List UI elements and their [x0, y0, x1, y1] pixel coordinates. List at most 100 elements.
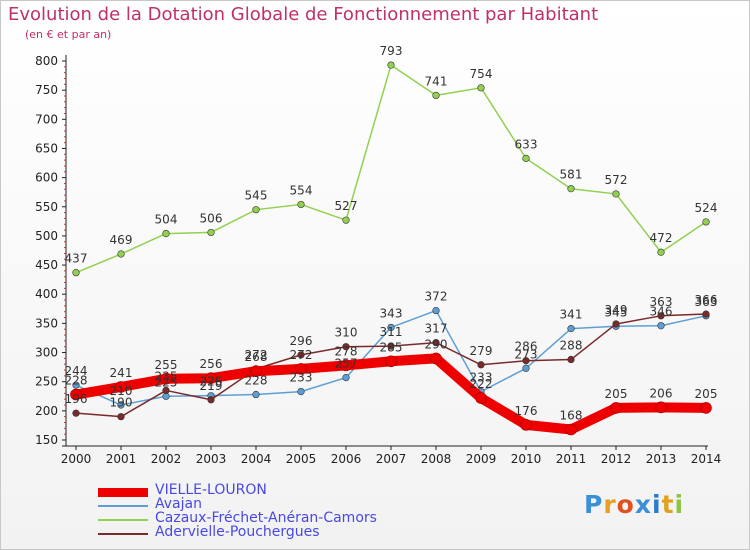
x-tick-label: 2007: [376, 452, 407, 466]
data-label: 272: [290, 348, 313, 362]
data-label: 272: [245, 348, 268, 362]
series-line: [75, 64, 707, 274]
data-point: [387, 61, 395, 69]
data-point: [567, 185, 575, 193]
data-point: [432, 306, 440, 315]
legend-label: Cazaux-Fréchet-Anéran-Camors: [155, 510, 377, 526]
data-label: 241: [110, 366, 133, 380]
data-label: 257: [335, 357, 358, 371]
data-point: [567, 325, 575, 333]
data-label: 285: [380, 340, 403, 354]
data-label: 754: [470, 67, 493, 81]
data-label: 343: [380, 306, 403, 320]
x-tick-label: 2000: [61, 452, 92, 466]
data-label: 268: [245, 350, 268, 364]
data-point: [657, 248, 665, 256]
data-label: 228: [65, 374, 88, 388]
data-label: 741: [425, 74, 448, 88]
data-label: 235: [155, 369, 178, 383]
data-point: [295, 363, 307, 375]
y-tick-label: 300: [35, 346, 58, 360]
data-label: 278: [335, 344, 358, 358]
legend-swatch: [98, 487, 148, 497]
legend-label: Avajan: [155, 496, 202, 512]
data-point: [387, 342, 395, 350]
y-tick-label: 550: [35, 200, 58, 214]
data-point: [610, 402, 622, 414]
data-point: [297, 200, 305, 209]
data-label: 225: [155, 375, 178, 389]
x-tick-label: 2006: [331, 452, 362, 466]
data-label: 273: [515, 347, 538, 361]
data-point: [522, 357, 530, 365]
data-label: 233: [290, 371, 313, 385]
legend-label: VIELLE-LOURON: [155, 482, 267, 498]
data-label: 341: [560, 308, 583, 322]
data-label: 363: [695, 295, 718, 309]
x-tick-label: 2013: [646, 452, 677, 466]
data-label: 256: [200, 357, 223, 371]
data-label: 349: [605, 303, 628, 317]
data-label: 286: [515, 340, 538, 354]
data-label: 793: [380, 44, 403, 58]
data-label: 205: [695, 387, 718, 401]
data-point: [117, 401, 125, 409]
data-label: 581: [560, 168, 583, 182]
x-tick-label: 2009: [466, 452, 497, 466]
x-tick-label: 2014: [691, 452, 722, 466]
data-label: 190: [110, 396, 133, 410]
data-label: 226: [200, 375, 223, 389]
data-point: [117, 250, 125, 258]
data-label: 372: [425, 290, 448, 304]
data-point: [297, 388, 305, 396]
data-label: 437: [65, 252, 88, 266]
data-label: 317: [425, 322, 448, 336]
data-point: [162, 229, 170, 238]
x-tick-label: 2012: [601, 452, 632, 466]
data-label: 288: [560, 339, 583, 353]
y-tick-label: 150: [35, 433, 58, 447]
data-point: [340, 359, 352, 372]
y-tick-label: 600: [35, 171, 58, 185]
data-point: [655, 401, 667, 414]
data-point: [72, 409, 80, 417]
legend-swatch: [98, 533, 148, 535]
chart-subtitle: (en € et par an): [25, 28, 112, 41]
data-label: 346: [650, 305, 673, 319]
data-label: 311: [380, 325, 403, 339]
data-label: 244: [65, 364, 88, 378]
data-label: 472: [650, 231, 673, 245]
data-point: [612, 190, 620, 198]
data-point: [162, 386, 170, 395]
data-label: 296: [290, 334, 313, 348]
data-point: [72, 269, 80, 277]
y-tick-label: 450: [35, 258, 58, 272]
data-point: [250, 365, 262, 377]
data-point: [432, 339, 440, 347]
legend-label: Adervielle-Pouchergues: [155, 524, 320, 540]
x-tick-label: 2001: [106, 452, 137, 466]
x-tick-label: 2004: [241, 452, 272, 466]
data-point: [207, 228, 215, 237]
data-point: [520, 419, 532, 431]
proxiti-logo: Proxiti: [584, 490, 685, 519]
data-point: [115, 381, 127, 393]
data-label: 279: [470, 344, 493, 358]
y-tick-label: 200: [35, 404, 58, 418]
data-label: 345: [605, 305, 628, 319]
data-label: 545: [245, 189, 268, 203]
y-tick-label: 700: [35, 112, 58, 126]
data-point: [160, 372, 172, 385]
data-point: [117, 413, 125, 421]
x-tick-label: 2008: [421, 452, 452, 466]
data-label: 572: [605, 173, 628, 187]
data-point: [612, 320, 620, 328]
data-point: [430, 352, 442, 365]
legend-swatch: [98, 505, 148, 507]
data-point: [205, 372, 217, 384]
data-label: 554: [290, 183, 313, 197]
x-tick-label: 2011: [556, 452, 587, 466]
data-label: 168: [560, 409, 583, 423]
